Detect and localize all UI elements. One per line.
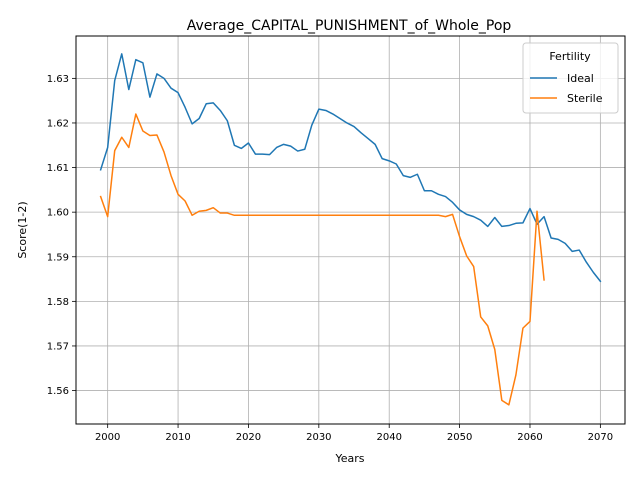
legend-box bbox=[522, 42, 619, 114]
chart-title: Average_CAPITAL_PUNISHMENT_of_Whole_Pop bbox=[187, 18, 512, 34]
legend: Fertility Ideal Sterile bbox=[522, 42, 619, 114]
y-tick-label: 1.56 bbox=[47, 386, 69, 397]
x-axis-ticks: 2000 2010 2020 2030 2040 2050 2060 2070 bbox=[95, 424, 613, 443]
y-tick-label: 1.60 bbox=[47, 208, 69, 219]
series-line-ideal bbox=[99, 53, 602, 283]
y-tick-label: 1.62 bbox=[47, 118, 69, 129]
legend-title: Fertility bbox=[549, 50, 591, 63]
y-tick-label: 1.63 bbox=[47, 74, 69, 85]
x-tick-label: 2030 bbox=[306, 432, 331, 443]
y-tick-label: 1.57 bbox=[47, 341, 69, 352]
y-tick-label: 1.58 bbox=[47, 297, 69, 308]
grid bbox=[76, 36, 625, 424]
y-axis-label: Score(1-2) bbox=[16, 201, 29, 258]
x-tick-label: 2050 bbox=[447, 432, 472, 443]
plot-area-frame bbox=[75, 35, 626, 425]
legend-label-ideal: Ideal bbox=[567, 72, 594, 85]
y-tick-label: 1.59 bbox=[47, 252, 69, 263]
series-lines bbox=[99, 53, 602, 406]
series-line-sterile bbox=[99, 113, 545, 406]
x-tick-label: 2010 bbox=[165, 432, 190, 443]
x-axis-label: Years bbox=[334, 452, 364, 465]
x-tick-label: 2000 bbox=[95, 432, 120, 443]
y-axis-ticks: 1.56 1.57 1.58 1.59 1.60 1.61 1.62 1.63 bbox=[47, 74, 76, 397]
x-tick-label: 2060 bbox=[517, 432, 542, 443]
y-tick-label: 1.61 bbox=[47, 163, 69, 174]
x-tick-label: 2020 bbox=[236, 432, 261, 443]
x-tick-label: 2070 bbox=[588, 432, 613, 443]
legend-label-sterile: Sterile bbox=[567, 92, 603, 105]
x-tick-label: 2040 bbox=[376, 432, 401, 443]
